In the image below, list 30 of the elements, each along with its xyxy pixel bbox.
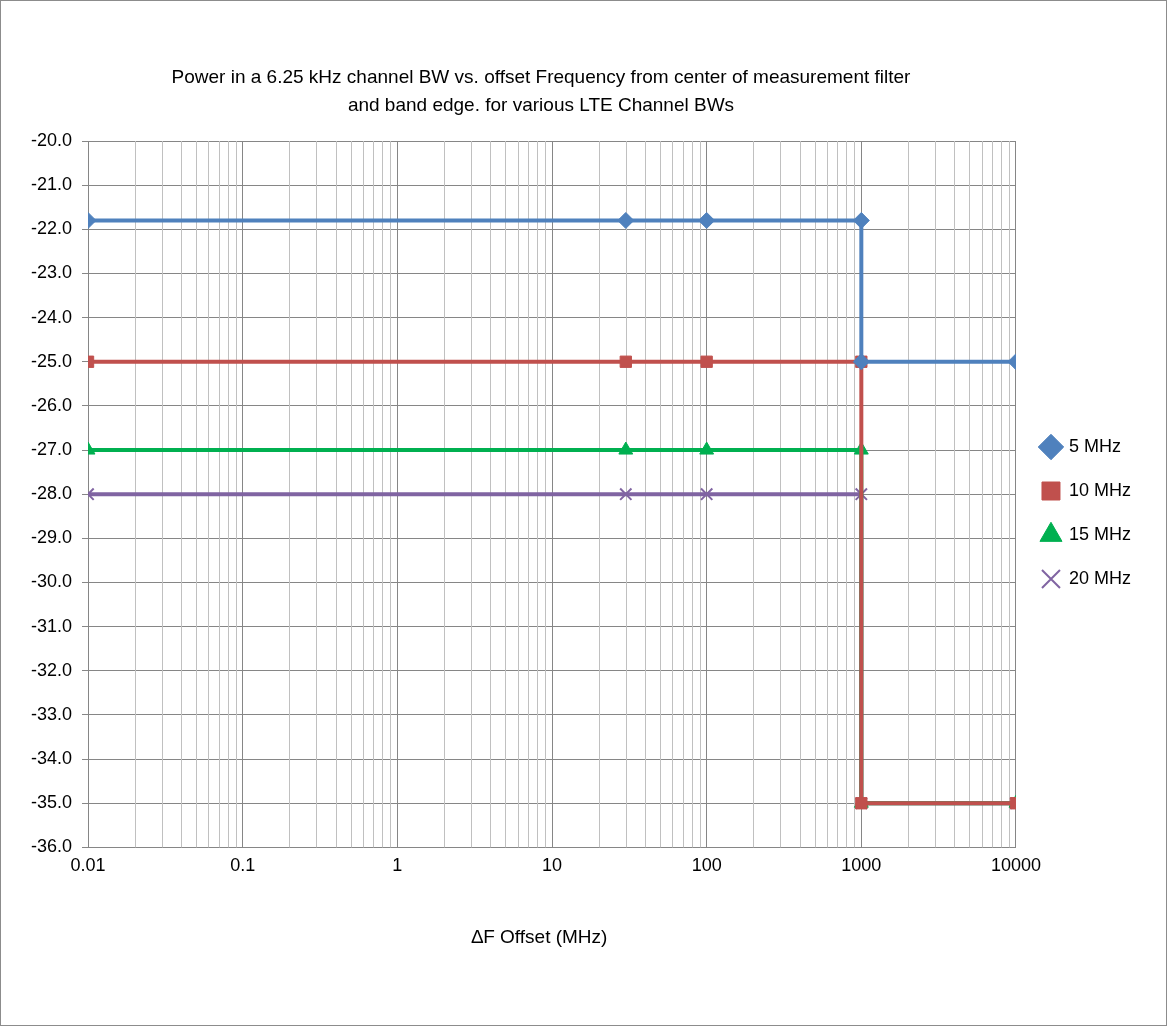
x-tick-label: 10 xyxy=(541,855,563,876)
y-tick-label: -30.0 xyxy=(31,571,73,592)
y-tick-label: -27.0 xyxy=(31,439,73,460)
y-tick-label: -24.0 xyxy=(31,306,73,327)
y-tick-label: -21.0 xyxy=(31,174,73,195)
y-tick-label: -25.0 xyxy=(31,350,73,371)
legend-label: 10 MHz xyxy=(1068,479,1131,500)
x-tick-label: 100 xyxy=(691,855,722,876)
y-tick-label: -32.0 xyxy=(31,659,73,680)
y-tick-label: -22.0 xyxy=(31,218,73,239)
x-tick-label: 0.01 xyxy=(70,855,106,876)
y-tick-label: -31.0 xyxy=(31,615,73,636)
y-tick-label: -29.0 xyxy=(31,527,73,548)
chart-title: Power in a 6.25 kHz channel BW vs. offset Frequency from center of measurement filter and band edge. for various LTE Channel BWs xyxy=(171,65,911,117)
legend-label: 5 MHz xyxy=(1068,435,1121,456)
y-tick-label: -36.0 xyxy=(31,836,73,857)
legend-label: 20 MHz xyxy=(1068,567,1131,588)
legend-label: 15 MHz xyxy=(1068,523,1131,544)
y-tick-label: -35.0 xyxy=(31,792,73,813)
x-tick-label: 1 xyxy=(392,855,403,876)
y-tick-label: -20.0 xyxy=(31,129,73,150)
x-axis-title: ∆F Offset (MHz) xyxy=(470,926,609,948)
x-tick-label: 10000 xyxy=(990,855,1042,876)
x-tick-label: 0.1 xyxy=(230,855,256,876)
y-tick-label: -26.0 xyxy=(31,394,73,415)
y-tick-label: -33.0 xyxy=(31,703,73,724)
y-tick-label: -34.0 xyxy=(31,748,73,769)
y-tick-label: -28.0 xyxy=(31,483,73,504)
y-tick-label: -23.0 xyxy=(31,262,73,283)
x-tick-label: 1000 xyxy=(841,855,882,876)
